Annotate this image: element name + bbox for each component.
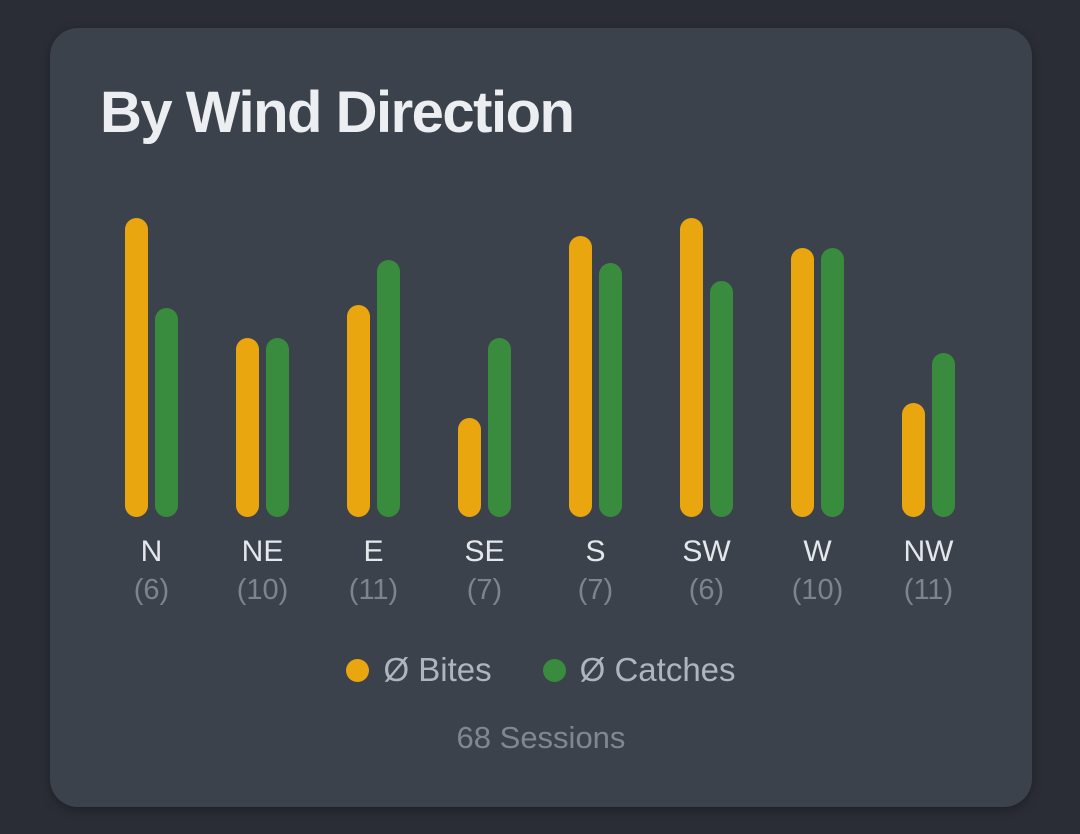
direction-label-ne: NE: [241, 535, 284, 568]
direction-label-n: N: [140, 535, 163, 568]
session-count-label-w: (10): [791, 574, 844, 606]
session-count-label-ne: (10): [236, 574, 289, 606]
chart-group-ne: NE (10): [236, 218, 289, 606]
bar-pair: [347, 218, 400, 517]
card-title: By Wind Direction: [100, 80, 575, 145]
session-count-label-e: (11): [348, 574, 399, 606]
bites-bar-ne: [236, 338, 259, 517]
bar-pair: [791, 218, 844, 517]
bites-bar-s: [569, 236, 592, 517]
bites-bar-n: [125, 218, 148, 517]
catches-bar-w: [821, 248, 844, 517]
bites-bar-sw: [680, 218, 703, 517]
bites-bar-e: [347, 305, 370, 517]
bites-legend-dot-icon: [346, 658, 370, 682]
chart-group-nw: NW (11): [902, 218, 955, 606]
chart-legend: Ø Bites Ø Catches: [50, 651, 1032, 688]
wind-direction-chart: N (6) NE (10) E (11) SE (7) S (7) SW (6) W (10) NW (11): [125, 218, 955, 606]
direction-label-nw: NW: [903, 535, 954, 568]
bites-bar-se: [458, 418, 481, 517]
chart-group-n: N (6): [125, 218, 178, 606]
catches-bar-e: [377, 260, 400, 517]
session-count-label-s: (7): [577, 574, 614, 606]
catches-bar-s: [599, 263, 622, 517]
direction-label-w: W: [803, 535, 832, 568]
bar-pair: [458, 218, 511, 517]
catches-bar-nw: [932, 353, 955, 517]
catches-bar-ne: [266, 338, 289, 517]
direction-label-se: SE: [464, 535, 505, 568]
bar-pair: [569, 218, 622, 517]
bites-bar-nw: [902, 403, 925, 517]
chart-group-s: S (7): [569, 218, 622, 606]
direction-label-sw: SW: [682, 535, 731, 568]
wind-direction-card: By Wind Direction N (6) NE (10) E (11) SE (7) S (…: [50, 28, 1032, 807]
catches-bar-n: [155, 308, 178, 517]
legend-item-bites: Ø Bites: [346, 651, 492, 688]
bar-pair: [236, 218, 289, 517]
chart-group-w: W (10): [791, 218, 844, 606]
chart-group-sw: SW (6): [680, 218, 733, 606]
session-count-label-sw: (6): [688, 574, 725, 606]
catches-bar-se: [488, 338, 511, 517]
direction-label-s: S: [585, 535, 606, 568]
session-count-label-nw: (11): [903, 574, 954, 606]
bar-pair: [125, 218, 178, 517]
sessions-total-label: 68 Sessions: [456, 720, 626, 755]
chart-group-e: E (11): [347, 218, 400, 606]
session-count-label-n: (6): [133, 574, 170, 606]
catches-legend-label: Ø Catches: [579, 651, 736, 688]
catches-legend-dot-icon: [542, 658, 566, 682]
legend-item-catches: Ø Catches: [542, 651, 736, 688]
bites-bar-w: [791, 248, 814, 517]
bar-pair: [680, 218, 733, 517]
bites-legend-label: Ø Bites: [383, 651, 492, 688]
session-count-label-se: (7): [466, 574, 503, 606]
bar-pair: [902, 218, 955, 517]
chart-group-se: SE (7): [458, 218, 511, 606]
direction-label-e: E: [363, 535, 384, 568]
catches-bar-sw: [710, 281, 733, 517]
